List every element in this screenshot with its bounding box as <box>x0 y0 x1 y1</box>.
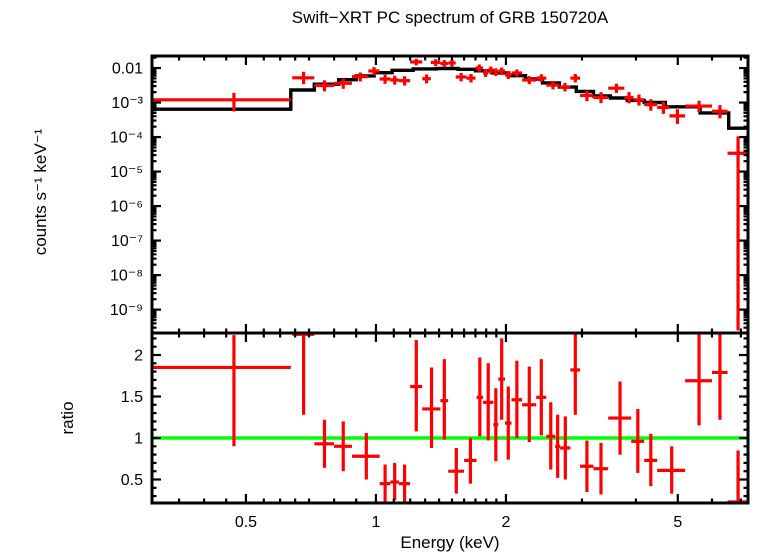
axes-layer <box>150 54 750 505</box>
tick-labels-layer: 0.5 1 2 5 0.01 10⁻³ 10⁻⁴ 10⁻⁵ 10⁻⁶ 10⁻⁷ 10⁻⁸ 10⁻⁹ 2 1… <box>110 61 682 531</box>
y-tick-label-counts: 10⁻⁹ <box>110 302 143 319</box>
plot-title: Swift−XRT PC spectrum of GRB 150720A <box>292 8 609 27</box>
y-tick-label-ratio: 1.5 <box>121 389 143 406</box>
x-tick-label: 2 <box>501 514 510 531</box>
y-tick-label-ratio: 1 <box>134 431 143 448</box>
y-axis-label-counts: counts s⁻¹ keV⁻¹ <box>31 128 50 255</box>
y-tick-label-counts: 0.01 <box>112 61 143 78</box>
y-tick-label-counts: 10⁻⁶ <box>110 199 143 216</box>
x-tick-label: 5 <box>673 514 682 531</box>
y-tick-label-counts: 10⁻⁴ <box>110 130 143 147</box>
y-tick-label-counts: 10⁻³ <box>111 95 143 112</box>
x-axis-label: Energy (keV) <box>400 533 499 552</box>
data-points-layer <box>152 58 748 504</box>
y-tick-label-counts: 10⁻⁷ <box>111 233 143 250</box>
y-axis-label-ratio: ratio <box>58 401 77 434</box>
x-tick-label: 0.5 <box>235 514 257 531</box>
y-tick-label-counts: 10⁻⁸ <box>110 268 143 285</box>
y-tick-label-ratio: 0.5 <box>121 472 143 489</box>
y-tick-label-counts: 10⁻⁵ <box>110 164 143 181</box>
x-tick-label: 1 <box>371 514 380 531</box>
plot-frame <box>150 54 750 505</box>
y-tick-label-ratio: 2 <box>134 347 143 364</box>
